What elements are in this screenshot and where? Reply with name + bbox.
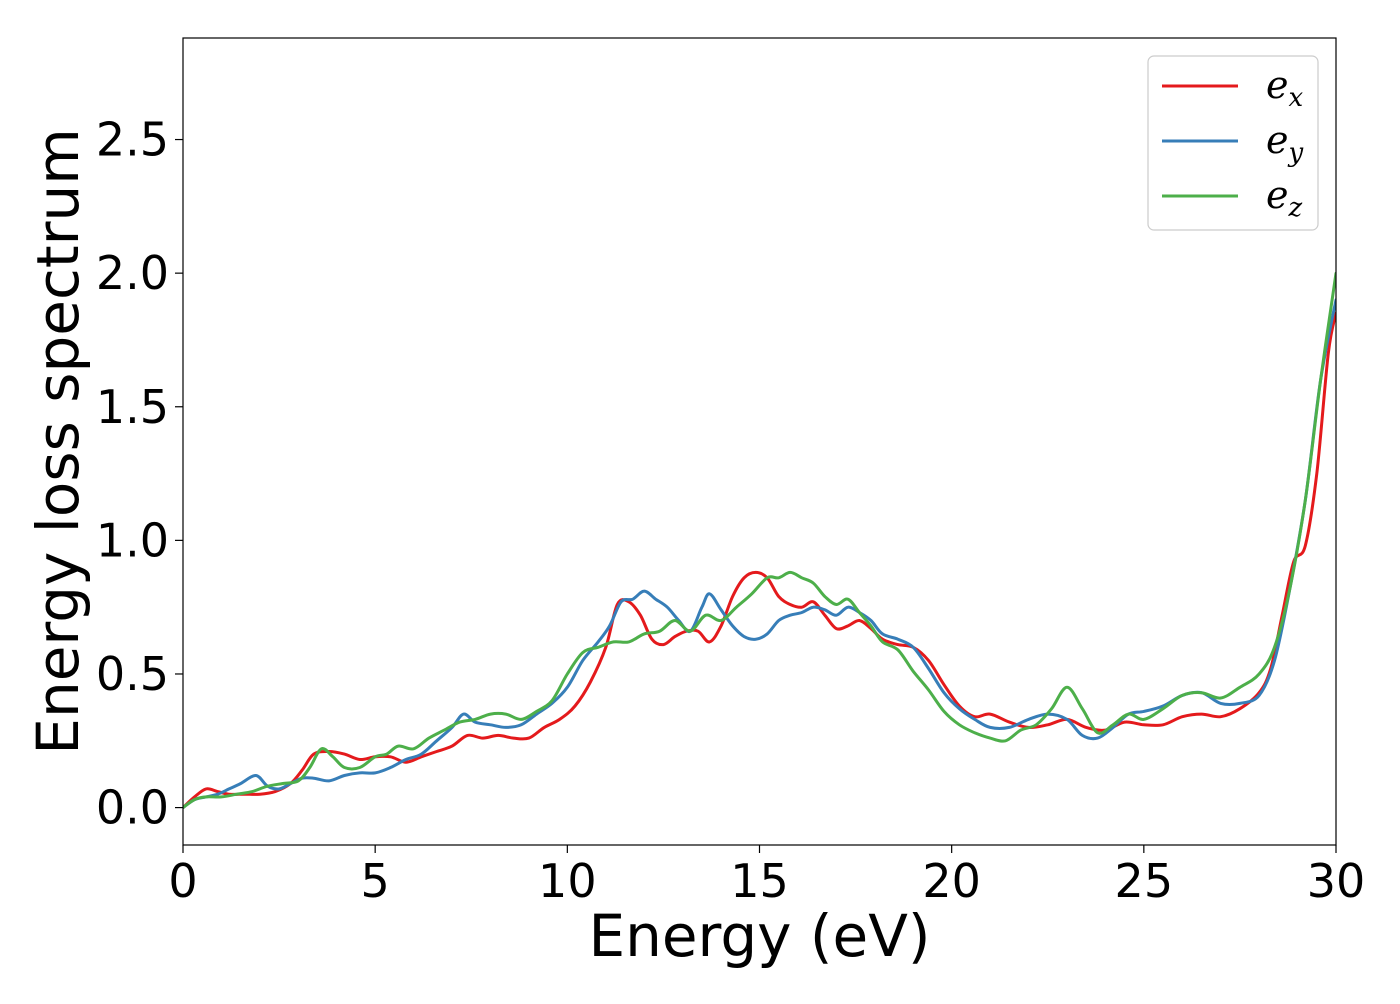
x-axis-label: Energy (eV) (588, 902, 930, 970)
legend-box (1147, 55, 1319, 231)
series-line-z (183, 271, 1336, 810)
axes: 0 5 10 15 20 25 30 0.0 0.5 1.0 1.5 2.0 2.5 (96, 37, 1366, 908)
x-tick-label: 5 (361, 854, 390, 908)
series-line-x (183, 311, 1336, 810)
x-tick-label: 30 (1307, 854, 1366, 908)
series-line-y (183, 298, 1336, 810)
x-tick-label: 0 (168, 854, 197, 908)
x-tick-label: 20 (922, 854, 981, 908)
x-tick-label: 15 (730, 854, 789, 908)
y-tick-label: 0.0 (96, 781, 169, 835)
x-tick-label: 25 (1115, 854, 1174, 908)
y-tick-label: 1.0 (96, 513, 169, 567)
legend-label-y: ey (1266, 118, 1304, 168)
legend-label-z: ez (1266, 173, 1303, 223)
y-tick-label: 2.0 (96, 246, 169, 300)
x-tick-label: 10 (538, 854, 597, 908)
y-tick-label: 0.5 (96, 647, 169, 701)
y-tick-label: 1.5 (96, 380, 169, 434)
legend-label-x: ex (1266, 63, 1304, 113)
y-tick-label: 2.5 (96, 113, 169, 167)
y-axis-label: Energy loss spectrum (24, 128, 92, 754)
plot-area (183, 271, 1336, 810)
